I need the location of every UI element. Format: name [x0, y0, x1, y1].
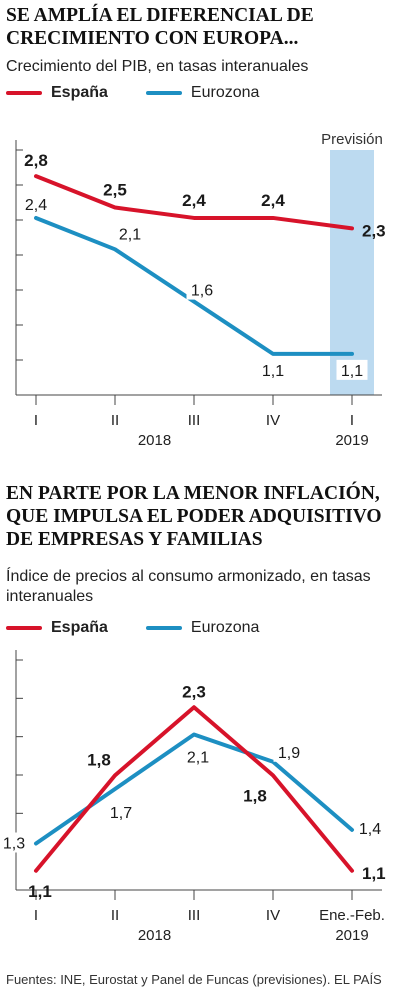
- data-label-espana: 2,4: [261, 191, 285, 210]
- data-label-bg: [20, 193, 52, 214]
- legend-label-espana: España: [51, 84, 108, 101]
- data-label-bg: [354, 817, 386, 838]
- data-label-bg: [186, 279, 218, 300]
- chart2-subtitle: Índice de precios al consumo armonizado,…: [6, 568, 371, 605]
- data-point-eurozona: [271, 352, 275, 356]
- legend-swatch-eurozona: [145, 626, 182, 630]
- year-label: 2018: [138, 927, 171, 944]
- data-point-espana: [34, 869, 38, 873]
- chart1-legend: España Eurozona: [6, 83, 297, 103]
- data-point-espana: [271, 216, 275, 220]
- data-label-bg: [105, 802, 137, 822]
- data-label-bg: [182, 746, 214, 767]
- legend-swatch-espana: [6, 91, 42, 95]
- data-point-espana: [192, 216, 196, 220]
- legend-label-eurozona: Eurozona: [190, 619, 260, 636]
- data-label-espana: 1,8: [87, 750, 111, 769]
- chart2-title: EN PARTE POR LA MENOR INFLACIÓN, QUE IMP…: [6, 483, 382, 550]
- data-point-eurozona: [113, 787, 117, 791]
- data-point-espana: [113, 773, 117, 777]
- x-tick-label: Ene.-Feb.: [319, 907, 385, 924]
- data-label-espana: 2,5: [103, 181, 127, 200]
- data-label-espana: 1,1: [362, 864, 386, 883]
- year-label: 2019: [335, 927, 368, 944]
- data-label-eurozona: 1,1: [262, 363, 284, 380]
- data-point-eurozona: [34, 216, 38, 220]
- data-point-eurozona: [113, 247, 117, 251]
- x-tick-label: I: [34, 412, 38, 429]
- year-label: 2018: [138, 432, 171, 449]
- legend-item-espana: España: [6, 619, 108, 637]
- legend-swatch-eurozona: [145, 91, 182, 95]
- data-label-espana: 1,8: [243, 786, 267, 805]
- data-point-eurozona: [34, 842, 38, 845]
- legend-label-eurozona: Eurozona: [190, 84, 260, 101]
- data-point-eurozona: [192, 300, 196, 304]
- data-point-espana: [350, 869, 354, 873]
- data-label-espana: 1,1: [28, 882, 52, 901]
- x-tick-label: I: [350, 412, 354, 429]
- data-label-eurozona: 1,7: [110, 805, 132, 822]
- forecast-band: [330, 150, 374, 395]
- data-point-espana: [34, 174, 38, 178]
- data-label-eurozona: 2,1: [187, 750, 209, 767]
- data-label-bg: [0, 832, 30, 853]
- year-label: 2019: [335, 432, 368, 449]
- data-point-eurozona: [350, 828, 354, 832]
- chart1-subtitle: Crecimiento del PIB, en tasas interanual…: [6, 58, 309, 75]
- x-tick-label: IV: [266, 907, 280, 924]
- data-label-espana: 2,3: [182, 682, 206, 701]
- x-tick-label: II: [111, 907, 119, 924]
- data-label-espana: 2,3: [362, 221, 386, 240]
- chart2-plot: I II III IV Ene.-Feb.2018 20191,11,82,31,81,1…: [0, 650, 386, 944]
- x-tick-label: IV: [266, 412, 280, 429]
- x-tick-label: II: [111, 412, 119, 429]
- forecast-label: Previsión: [321, 131, 383, 148]
- legend-item-espana: España: [6, 84, 108, 102]
- x-tick-label: I: [34, 907, 38, 924]
- legend-item-eurozona: Eurozona: [145, 84, 260, 102]
- x-tick-label: III: [188, 907, 201, 924]
- data-label-eurozona: 2,1: [119, 226, 141, 243]
- data-label-eurozona: 1,4: [359, 821, 381, 838]
- data-label-bg: [273, 741, 305, 762]
- data-label-bg: [257, 359, 289, 380]
- data-label-bg: [114, 223, 146, 244]
- data-label-espana: 2,4: [182, 191, 206, 210]
- data-label-eurozona: 2,4: [25, 197, 47, 214]
- data-point-espana: [192, 705, 196, 709]
- legend-label-espana: España: [51, 619, 108, 636]
- x-tick-label: III: [188, 412, 201, 429]
- data-label-bg: [336, 359, 368, 380]
- sources-footer: Fuentes: INE, Eurostat y Panel de Funcas…: [6, 972, 382, 987]
- data-label-eurozona: 1,1: [341, 363, 363, 380]
- data-point-espana: [350, 226, 354, 230]
- data-point-espana: [113, 206, 117, 209]
- data-label-espana: 2,8: [24, 151, 48, 170]
- data-point-espana: [271, 773, 275, 777]
- legend-swatch-espana: [6, 626, 42, 630]
- legend-item-eurozona: Eurozona: [145, 619, 260, 637]
- data-label-eurozona: 1,9: [278, 745, 300, 762]
- data-point-eurozona: [192, 733, 196, 736]
- chart2-legend: España Eurozona: [6, 618, 297, 638]
- data-point-eurozona: [350, 352, 354, 356]
- data-label-eurozona: 1,6: [191, 283, 213, 300]
- data-label-eurozona: 1,3: [3, 836, 25, 853]
- chart1-title: SE AMPLÍA EL DIFERENCIAL DE CRECIMIENTO …: [6, 5, 314, 49]
